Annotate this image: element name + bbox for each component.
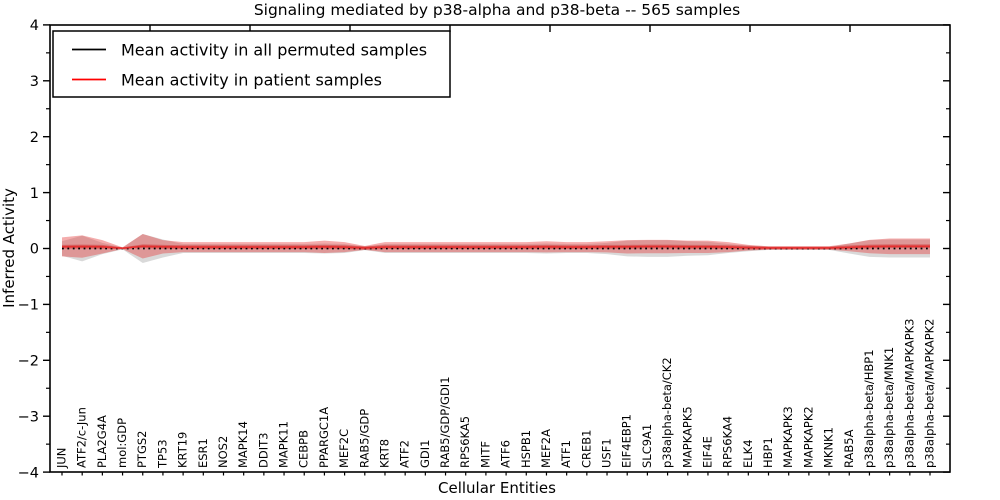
y-tick-label: −4 — [18, 465, 39, 481]
chart-title: Signaling mediated by p38-alpha and p38-… — [254, 1, 740, 19]
x-tick-label: MEF2C — [337, 429, 351, 468]
x-tick-label: MAPKAPK5 — [680, 406, 694, 468]
ticks-layer: 4 3 2 1 0 −1 −2 −3 −4 — [18, 18, 950, 481]
x-tick-label: ATF2/c-Jun — [75, 407, 89, 468]
x-tick-label: MITF — [478, 441, 492, 468]
y-axis-label: Inferred Activity — [0, 188, 18, 308]
y-tick-label: −3 — [18, 409, 39, 425]
band-permuted-samples-band-approx-spread- — [62, 233, 930, 264]
x-tick-label: p38alpha-beta/MAPKAPK2 — [923, 319, 937, 469]
x-tick-label: RAB5/GDP/GDI1 — [438, 376, 452, 468]
x-tick-label: MAPK11 — [277, 421, 291, 468]
x-tick-label: ESR1 — [196, 438, 210, 468]
x-axis-label: Cellular Entities — [438, 479, 556, 497]
x-tick-label: ATF1 — [559, 440, 573, 468]
x-tick-label: GDI1 — [418, 440, 432, 468]
x-tick-label: MAPK14 — [236, 421, 250, 468]
x-tick-label: p38alpha-beta/MNK1 — [882, 347, 896, 468]
x-tick-label: MAPKAPK2 — [801, 406, 815, 468]
y-tick-label: 0 — [30, 242, 39, 258]
x-tick-label: ATF2 — [398, 440, 412, 468]
x-tick-label: CEBPB — [297, 430, 311, 468]
legend: Mean activity in all permuted samples Me… — [52, 30, 451, 98]
x-tick-label: DDIT3 — [256, 433, 270, 468]
x-tick-label: PPARGC1A — [317, 407, 331, 468]
y-tick-label: 4 — [30, 18, 39, 34]
x-tick-label: MKNK1 — [822, 427, 836, 468]
x-tick-label: USF1 — [600, 438, 614, 468]
y-tick-label: −1 — [18, 298, 39, 314]
x-tick-label: PTGS2 — [135, 431, 149, 469]
x-tick-label: HBP1 — [761, 437, 775, 468]
legend-label-permuted: Mean activity in all permuted samples — [121, 41, 427, 60]
x-tick-label: NOS2 — [216, 436, 230, 468]
x-tick-label: HSPB1 — [519, 430, 533, 468]
y-tick-label: 2 — [30, 130, 39, 146]
legend-box — [52, 30, 451, 98]
x-tick-label: ATF6 — [499, 440, 513, 468]
x-tick-label: RPS6KA5 — [458, 416, 472, 468]
x-tick-label: mol:GDP — [115, 418, 129, 468]
legend-label-patient: Mean activity in patient samples — [121, 71, 382, 90]
y-tick-label: −2 — [18, 354, 39, 370]
x-tick-label: EIF4EBP1 — [620, 414, 634, 468]
x-tick-label: SLC9A1 — [640, 424, 654, 468]
x-tick-label: TP53 — [155, 439, 169, 469]
y-tick-label: 3 — [30, 74, 39, 90]
x-category-labels: JUN ATF2/c-Jun PLA2G4A mol:GDP PTGS2 TP53 KRT1… — [55, 319, 937, 470]
band-patient-samples-band-approx-spread- — [62, 233, 930, 259]
x-tick-label: RPS6KA4 — [721, 416, 735, 468]
x-tick-label: EIF4E — [700, 436, 714, 468]
x-tick-label: MEF2A — [539, 429, 553, 468]
x-tick-label: PLA2G4A — [95, 415, 109, 468]
x-tick-label: RAB5A — [842, 429, 856, 468]
line-mean-activity-in-patient-samples — [61, 245, 930, 250]
x-tick-label: RAB5/GDP — [357, 409, 371, 468]
x-tick-label: KRT8 — [377, 439, 391, 468]
x-tick-label: KRT19 — [176, 432, 190, 468]
x-tick-label: JUN — [55, 448, 69, 469]
lines-layer — [61, 245, 930, 250]
x-tick-label: p38alpha-beta/CK2 — [660, 357, 674, 468]
x-tick-label: ELK4 — [741, 439, 755, 468]
x-tick-label: p38alpha-beta/HBP1 — [862, 349, 876, 468]
y-tick-label: 1 — [30, 186, 39, 202]
x-tick-label: CREB1 — [579, 430, 593, 469]
x-tick-label: p38alpha-beta/MAPKAPK3 — [902, 319, 916, 469]
x-tick-label: MAPKAPK3 — [781, 406, 795, 468]
